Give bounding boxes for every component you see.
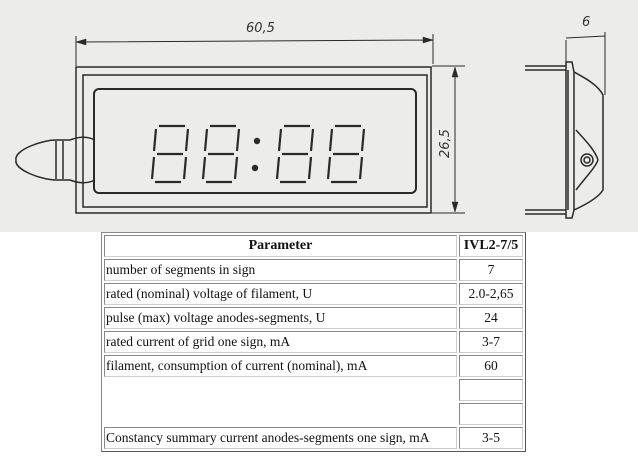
getter-circle xyxy=(580,153,594,167)
getter-circle-inner xyxy=(583,156,591,164)
outer-frame xyxy=(75,66,432,214)
segment xyxy=(326,156,332,180)
value-cell: 24 xyxy=(459,307,523,329)
colon-dot xyxy=(253,137,261,145)
header-model: IVL2-7/5 xyxy=(459,235,523,257)
segment xyxy=(203,128,209,152)
display-window xyxy=(93,88,417,194)
width-label: 60,5 xyxy=(246,21,275,36)
table-row: Constancy summary current anodes-segment… xyxy=(104,427,523,449)
vfd-indicator-drawing: 60,5 26,5 6 xyxy=(0,0,638,232)
value-cell: 60 xyxy=(459,355,523,377)
parameter-cell: rated (nominal) voltage of filament, U xyxy=(104,283,457,305)
seven-segment-digits xyxy=(150,124,366,184)
tip-collar xyxy=(55,141,64,179)
value-cell xyxy=(459,403,523,425)
table-header-row: Parameter IVL2-7/5 xyxy=(104,235,523,257)
segment xyxy=(358,156,364,180)
parameter-cell: number of segments in sign xyxy=(104,259,457,281)
value-cell: 2.0-2,65 xyxy=(459,283,523,305)
value-cell: 7 xyxy=(459,259,523,281)
depth-dimension-line xyxy=(565,32,606,95)
table-row: pulse (max) voltage anodes-segments, U 24 xyxy=(104,307,523,329)
width-dimension-line xyxy=(75,34,434,66)
depth-label: 6 xyxy=(582,15,590,30)
colon-dot xyxy=(251,164,259,172)
segment xyxy=(275,156,281,180)
parameter-cell xyxy=(104,403,457,425)
side-view-inner xyxy=(567,70,599,210)
arrow-icon xyxy=(75,36,434,46)
header-parameter: Parameter xyxy=(104,235,457,257)
table-row xyxy=(104,379,523,401)
segment xyxy=(328,128,334,152)
segment xyxy=(152,128,158,152)
parameter-cell: rated current of grid one sign, mA xyxy=(104,331,457,353)
height-label: 26,5 xyxy=(438,129,453,158)
segment xyxy=(277,128,283,152)
parameter-cell: Constancy summary current anodes-segment… xyxy=(104,427,457,449)
table-row: rated (nominal) voltage of filament, U 2.… xyxy=(104,283,523,305)
segment xyxy=(150,156,156,180)
segment xyxy=(235,128,241,152)
height-dimension-line xyxy=(432,65,465,214)
segment xyxy=(360,128,366,152)
parameter-table: Parameter IVL2-7/5 number of segments in… xyxy=(101,232,526,452)
parameter-cell: pulse (max) voltage anodes-segments, U xyxy=(104,307,457,329)
value-cell xyxy=(459,379,523,401)
segment xyxy=(309,128,315,152)
side-view xyxy=(565,61,604,219)
side-pins xyxy=(525,65,566,215)
segment xyxy=(307,156,313,180)
exhaust-tip xyxy=(15,136,96,184)
arrow-icon xyxy=(451,66,459,213)
segment xyxy=(184,128,190,152)
table-row: rated current of grid one sign, mA 3-7 xyxy=(104,331,523,353)
segment xyxy=(201,156,207,180)
segment xyxy=(182,156,188,180)
segment xyxy=(233,156,239,180)
table-row: filament, consumption of current (nomina… xyxy=(104,355,523,377)
parameter-cell: filament, consumption of current (nomina… xyxy=(104,355,457,377)
table-row xyxy=(104,403,523,425)
inner-frame xyxy=(82,74,428,208)
parameter-cell xyxy=(104,379,457,401)
value-cell: 3-7 xyxy=(459,331,523,353)
value-cell: 3-5 xyxy=(459,427,523,449)
table-row: number of segments in sign 7 xyxy=(104,259,523,281)
